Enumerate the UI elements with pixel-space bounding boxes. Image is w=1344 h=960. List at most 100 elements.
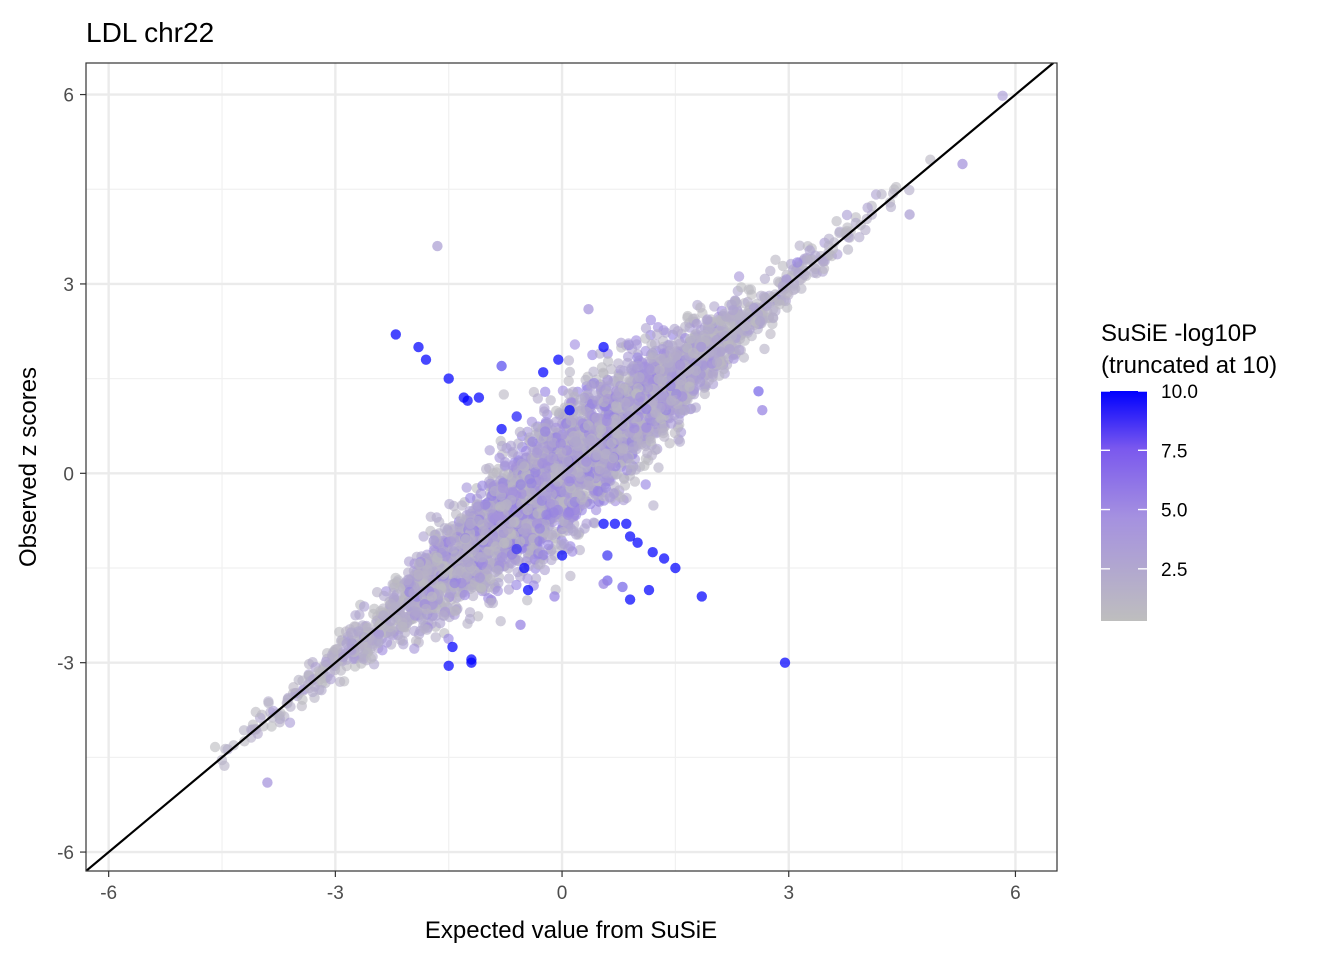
scatter-point [602, 393, 613, 405]
scatter-point [493, 577, 504, 589]
scatter-point [734, 344, 745, 356]
scatter-point [549, 591, 560, 602]
scatter-point [532, 508, 543, 519]
scatter-point [350, 610, 361, 621]
scatter-point [690, 402, 701, 413]
scatter-point [562, 509, 574, 520]
scatter-point [492, 565, 503, 576]
scatter-point [454, 518, 465, 530]
scatter-point [565, 415, 577, 426]
scatter-point [804, 245, 815, 256]
scatter-point [540, 386, 551, 397]
scatter-point [793, 267, 804, 279]
scatter-point [663, 357, 674, 368]
scatter-point [445, 536, 457, 547]
scatter-point [582, 479, 594, 491]
scatter-point [643, 363, 655, 374]
scatter-point [293, 674, 304, 686]
scatter-point [576, 494, 587, 505]
scatter-point [537, 458, 548, 469]
scatter-point [476, 583, 487, 594]
scatter-point [534, 536, 545, 547]
scatter-point [543, 530, 554, 541]
scatter-point [613, 358, 624, 369]
scatter-point [588, 366, 599, 377]
scatter-point [841, 209, 853, 221]
scatter-point [670, 562, 681, 574]
scatter-point [522, 595, 533, 606]
scatter-point [338, 676, 350, 687]
scatter-point [378, 610, 389, 621]
scatter-point [466, 657, 477, 668]
scatter-point [765, 265, 776, 277]
scatter-point [385, 598, 396, 610]
scatter-point [511, 543, 522, 555]
scatter-point [641, 422, 652, 433]
y-tick-label: -3 [57, 654, 74, 675]
scatter-point [677, 391, 688, 402]
legend-colorbar [1101, 391, 1147, 621]
scatter-point [647, 348, 658, 360]
scatter-point [676, 375, 687, 386]
scatter-point [527, 436, 538, 447]
scatter-point [564, 405, 575, 416]
scatter-point [381, 637, 393, 648]
scatter-point [563, 355, 575, 366]
scatter-point [359, 601, 370, 612]
scatter-point [432, 240, 443, 252]
scatter-point [888, 188, 899, 199]
scatter-point [413, 558, 425, 570]
chart-title: LDL chr22 [86, 17, 214, 48]
scatter-point [674, 405, 685, 416]
x-axis-title: Expected value from SuSiE [425, 917, 717, 944]
scatter-point [443, 373, 454, 384]
scatter-point [595, 381, 606, 393]
scatter-point [770, 254, 781, 265]
scatter-point [635, 391, 646, 403]
scatter-point [794, 240, 805, 251]
scatter-point [538, 367, 549, 378]
x-tick-label: 6 [1010, 883, 1021, 904]
scatter-point [602, 550, 613, 561]
scatter-point [353, 640, 365, 652]
scatter-point [613, 387, 625, 398]
scatter-point [530, 467, 541, 478]
scatter-point [462, 618, 473, 629]
scatter-point [515, 619, 526, 630]
scatter-point [581, 456, 592, 467]
scatter-point [288, 682, 299, 693]
scatter-point [645, 433, 656, 444]
scatter-point [488, 468, 499, 479]
scatter-point [496, 360, 507, 372]
scatter-point [654, 364, 665, 376]
y-tick-label: -6 [57, 843, 74, 864]
scatter-point [642, 447, 653, 459]
scatter-point [430, 632, 441, 643]
scatter-point [620, 397, 631, 408]
scatter-point [425, 511, 436, 522]
scatter-point [631, 339, 642, 350]
scatter-point [583, 304, 594, 315]
scatter-point [612, 468, 623, 480]
scatter-point [622, 386, 633, 397]
scatter-point [653, 462, 664, 473]
scatter-point [601, 415, 613, 427]
scatter-point [320, 656, 332, 668]
scatter-point [699, 329, 710, 341]
scatter-point [541, 490, 552, 502]
scatter-point [505, 440, 517, 451]
scatter-point [506, 495, 517, 506]
scatter-point [461, 482, 472, 493]
scatter-point [761, 300, 772, 311]
scatter-point [475, 488, 487, 499]
scatter-point [557, 429, 568, 440]
scatter-point [600, 482, 611, 493]
scatter-point [645, 314, 657, 326]
scatter-point [459, 589, 470, 601]
scatter-point [316, 685, 327, 696]
scatter-point [511, 411, 522, 422]
scatter-point [600, 467, 611, 478]
scatter-point [706, 345, 718, 357]
scatter-point [651, 329, 663, 340]
scatter-point [503, 584, 515, 595]
